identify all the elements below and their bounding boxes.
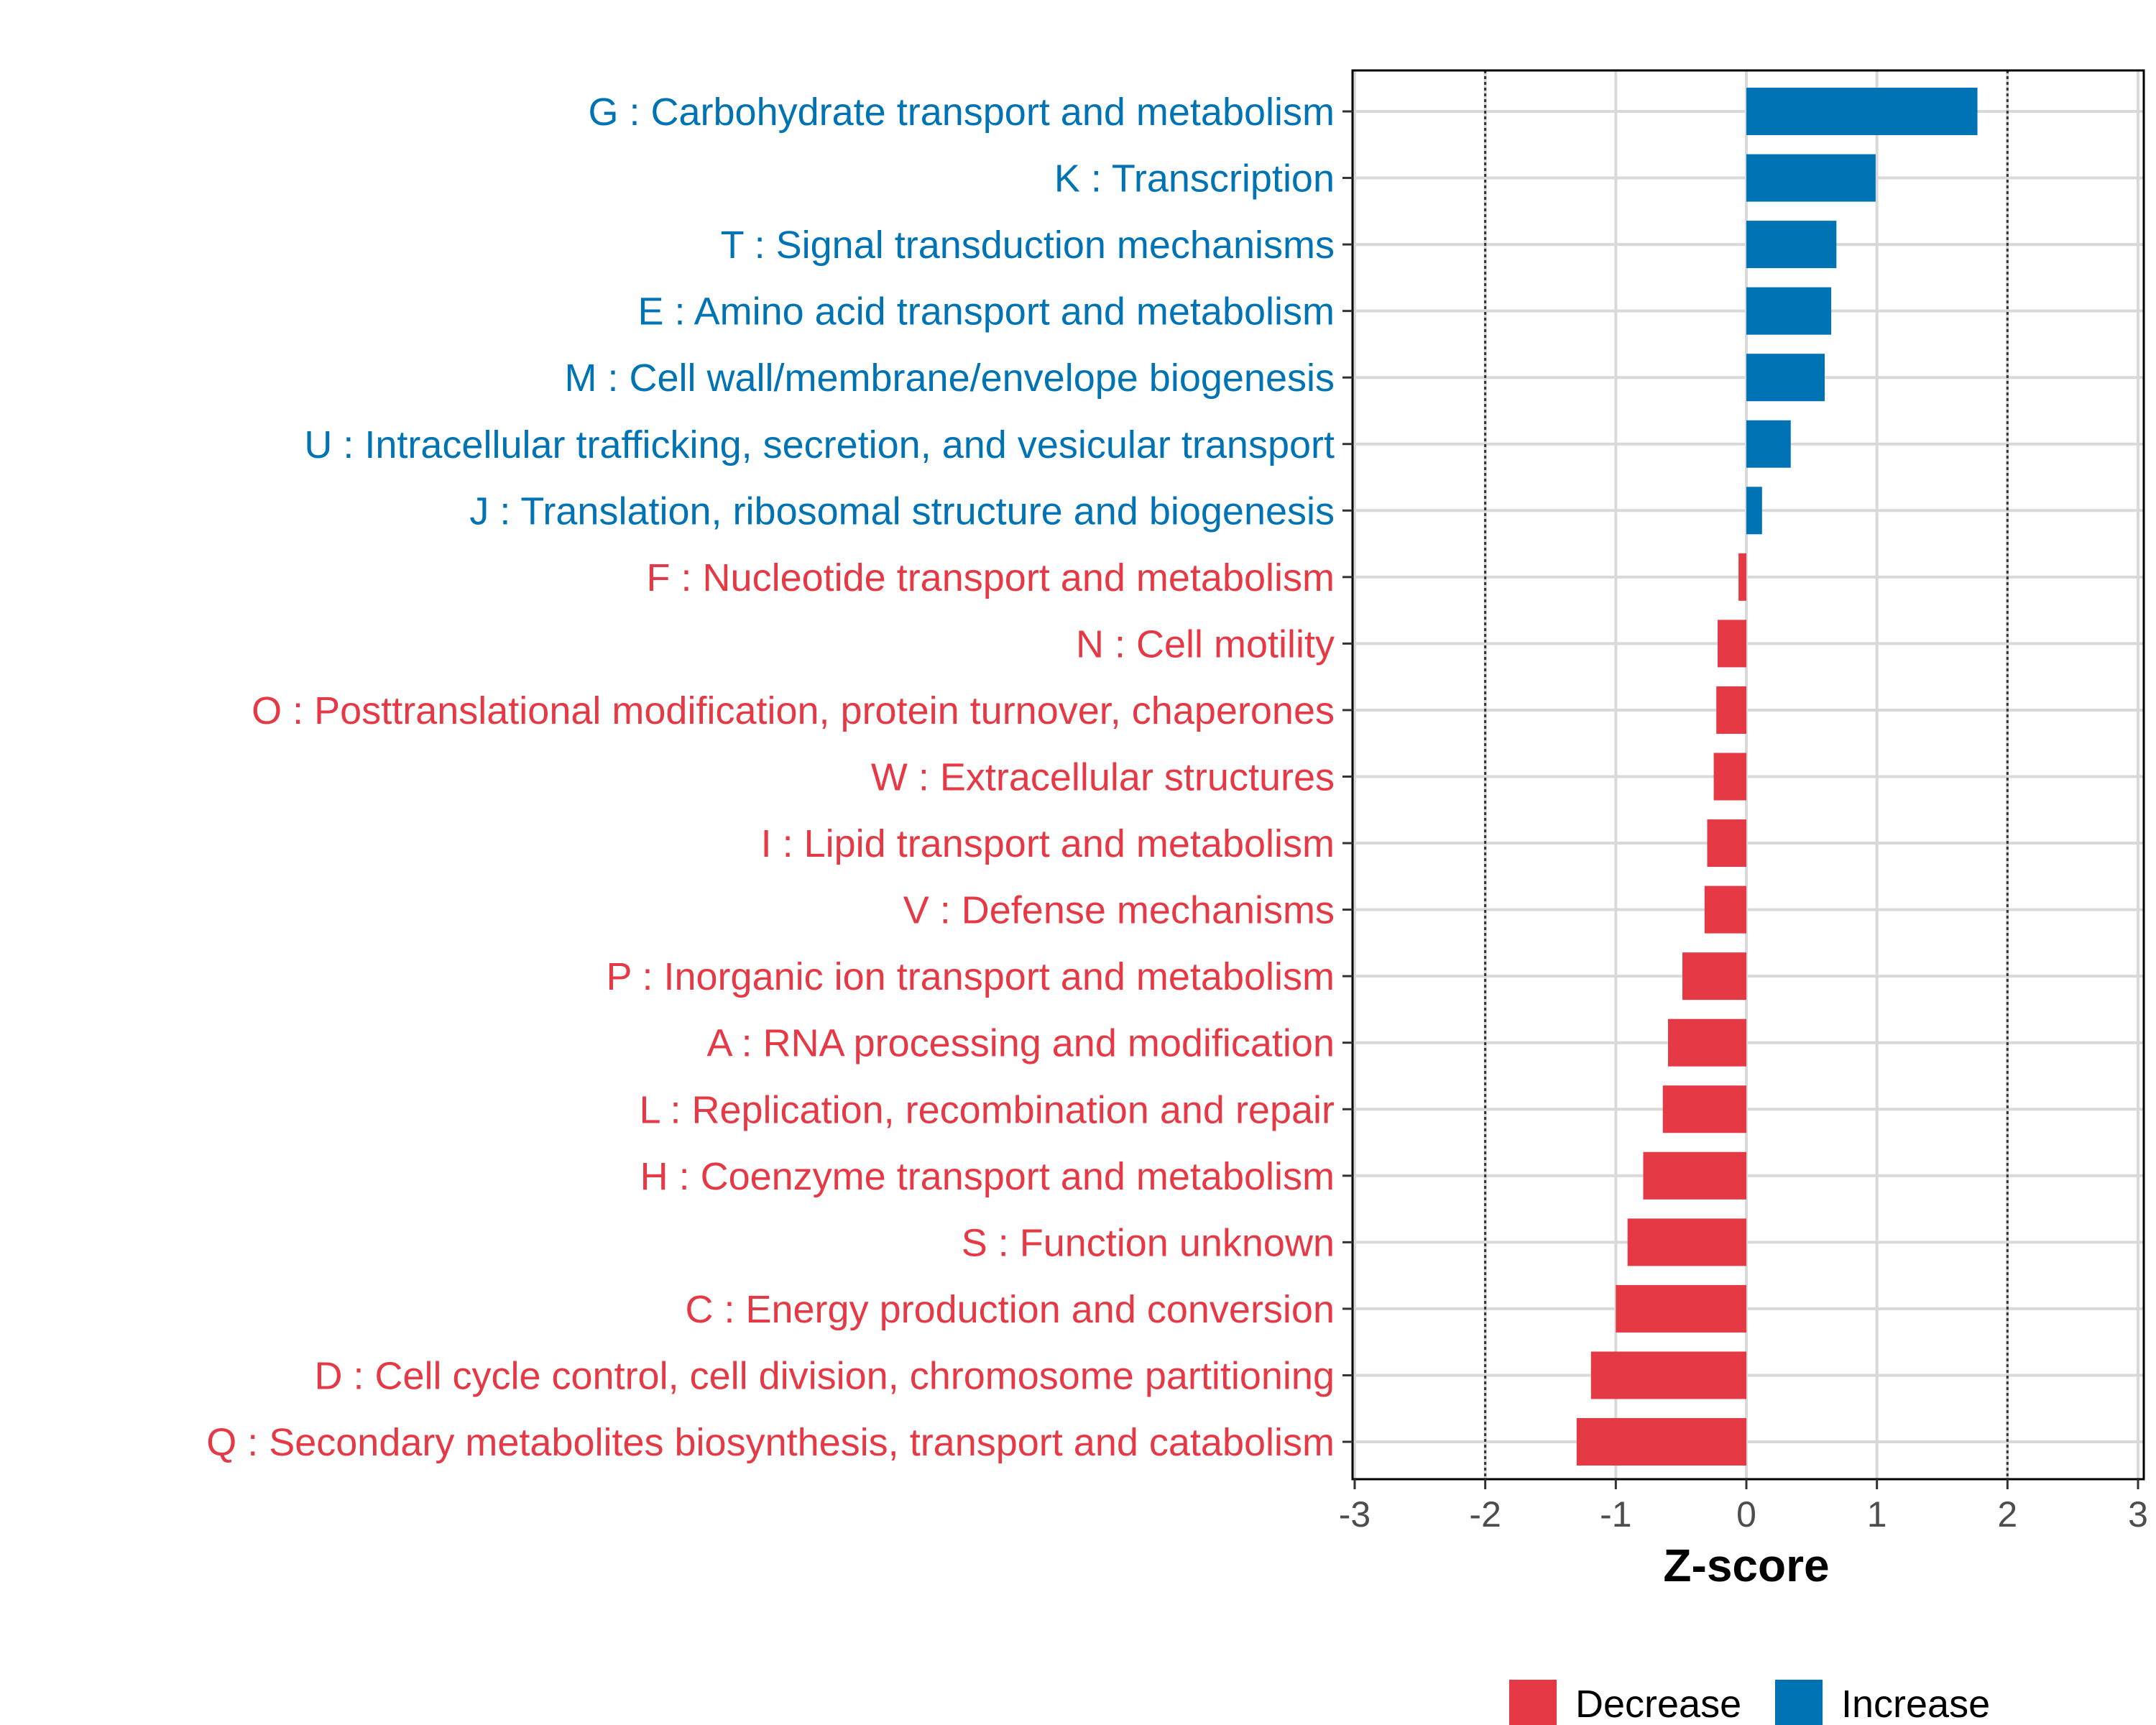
bar-i [1707, 819, 1746, 868]
bar-w [1713, 753, 1746, 801]
y-tick-label: Q : Secondary metabolites biosynthesis, … [206, 1421, 1335, 1464]
y-tick-label: A : RNA processing and modification [707, 1022, 1335, 1065]
bar-e [1746, 287, 1832, 335]
legend-label-decrease: Decrease [1575, 1683, 1741, 1725]
bar-f [1738, 553, 1746, 601]
bar-a [1668, 1018, 1746, 1067]
bar-p [1682, 952, 1746, 1000]
y-tick-label: F : Nucleotide transport and metabolism [647, 556, 1335, 599]
bar-n [1718, 620, 1746, 668]
x-axis-ticks: -3 -2 -1 0 1 2 3 [1339, 1479, 2148, 1535]
x-tick-label: 1 [1867, 1494, 1887, 1535]
y-tick-label: I : Lipid transport and metabolism [761, 822, 1335, 865]
bar-j [1746, 487, 1762, 535]
x-tick-label: 0 [1736, 1494, 1756, 1535]
y-tick-label: K : Transcription [1054, 157, 1335, 201]
y-tick-label: J : Translation, ribosomal structure and… [469, 489, 1335, 533]
y-tick-label: E : Amino acid transport and metabolism [638, 290, 1335, 334]
y-tick-label: P : Inorganic ion transport and metaboli… [606, 955, 1335, 998]
x-tick-label: 3 [2128, 1494, 2148, 1535]
bar-o [1716, 686, 1746, 734]
y-tick-label: S : Function unknown [962, 1221, 1335, 1264]
reference-lines [1484, 70, 2009, 1479]
x-tick-label: -3 [1339, 1494, 1370, 1535]
bar-s [1627, 1218, 1746, 1266]
bar-h [1643, 1151, 1746, 1200]
bar-m [1746, 354, 1825, 402]
y-tick-label: M : Cell wall/membrane/envelope biogenes… [564, 356, 1335, 400]
x-tick-label: -1 [1600, 1494, 1631, 1535]
bar-g [1746, 88, 1978, 135]
bar-u [1746, 420, 1791, 468]
bar-v [1704, 886, 1746, 934]
y-tick-label: G : Carbohydrate transport and metabolis… [589, 91, 1335, 134]
legend-swatch-increase [1775, 1680, 1823, 1725]
bar-l [1662, 1085, 1746, 1133]
y-tick-label: O : Posttranslational modification, prot… [252, 689, 1335, 732]
bars [1576, 88, 1978, 1466]
bar-k [1746, 154, 1876, 202]
legend: Decrease Increase [1509, 1680, 1990, 1725]
bar-t [1746, 221, 1837, 269]
x-tick-label: 2 [1997, 1494, 2017, 1535]
y-tick-label: L : Replication, recombination and repai… [639, 1088, 1335, 1131]
y-tick-label: N : Cell motility [1076, 622, 1335, 666]
plot-border [1351, 69, 2145, 1481]
bar-d [1590, 1351, 1746, 1399]
y-tick-label: D : Cell cycle control, cell division, c… [314, 1354, 1335, 1397]
grid [1353, 70, 2144, 1479]
y-tick-label: W : Extracellular structures [871, 756, 1335, 799]
y-tick-label: C : Energy production and conversion [685, 1288, 1335, 1331]
y-tick-label: V : Defense mechanisms [903, 889, 1335, 932]
legend-swatch-decrease [1509, 1680, 1557, 1725]
bar-q [1576, 1418, 1746, 1466]
x-tick-label: -2 [1469, 1494, 1501, 1535]
y-axis-labels: G : Carbohydrate transport and metabolis… [206, 91, 1353, 1464]
bar-c [1616, 1284, 1746, 1333]
y-tick-label: H : Coenzyme transport and metabolism [640, 1155, 1335, 1198]
x-axis-title: Z-score [1663, 1540, 1829, 1591]
legend-label-increase: Increase [1841, 1683, 1990, 1725]
y-tick-label: T : Signal transduction mechanisms [721, 224, 1335, 267]
y-tick-label: U : Intracellular trafficking, secretion… [304, 423, 1335, 466]
